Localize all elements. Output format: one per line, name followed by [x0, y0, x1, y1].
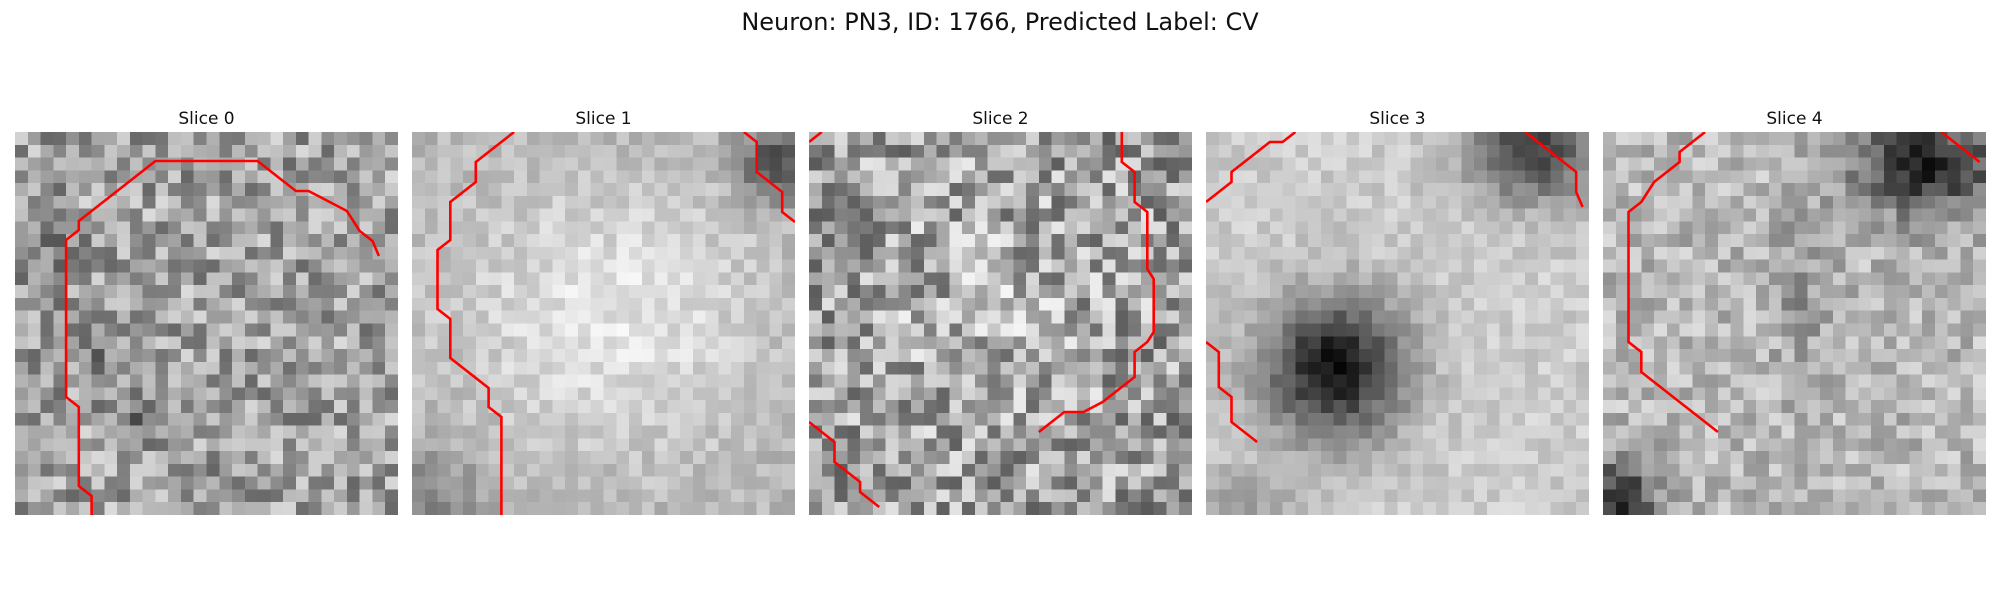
contour-line — [64, 159, 381, 515]
slice-panel-3: Slice 3 — [1206, 108, 1589, 515]
slice-title: Slice 4 — [1766, 109, 1823, 129]
contour-line — [1524, 132, 1584, 208]
contour-line — [743, 132, 795, 224]
slice-pixels — [412, 132, 795, 515]
slice-panel-4: Slice 4 — [1603, 108, 1986, 515]
contour-line — [1206, 340, 1258, 444]
slice-image — [1603, 132, 1986, 515]
slice-panel-0: Slice 0 — [15, 108, 398, 515]
slice-pixels — [809, 132, 1192, 515]
slice-panel-2: Slice 2 — [809, 108, 1192, 515]
contour-line — [1037, 132, 1156, 434]
contour-line — [1627, 132, 1719, 434]
slice-image — [15, 132, 398, 515]
slice-image — [809, 132, 1192, 515]
slice-title: Slice 0 — [178, 109, 235, 129]
contour-line — [809, 132, 823, 144]
contour-line — [436, 132, 515, 515]
slice-title: Slice 3 — [1369, 109, 1426, 129]
contour-line — [809, 420, 881, 509]
contour-line — [1206, 132, 1297, 204]
slice-title: Slice 2 — [972, 109, 1029, 129]
slice-pixels — [15, 132, 398, 515]
slice-pixels — [1603, 132, 1986, 515]
contour-line — [1940, 132, 1981, 164]
slice-title: Slice 1 — [575, 109, 632, 129]
slice-image — [1206, 132, 1589, 515]
slice-panel-1: Slice 1 — [412, 108, 795, 515]
slice-pixels — [1206, 132, 1589, 515]
slice-image — [412, 132, 795, 515]
figure-title: Neuron: PN3, ID: 1766, Predicted Label: … — [741, 8, 1259, 36]
